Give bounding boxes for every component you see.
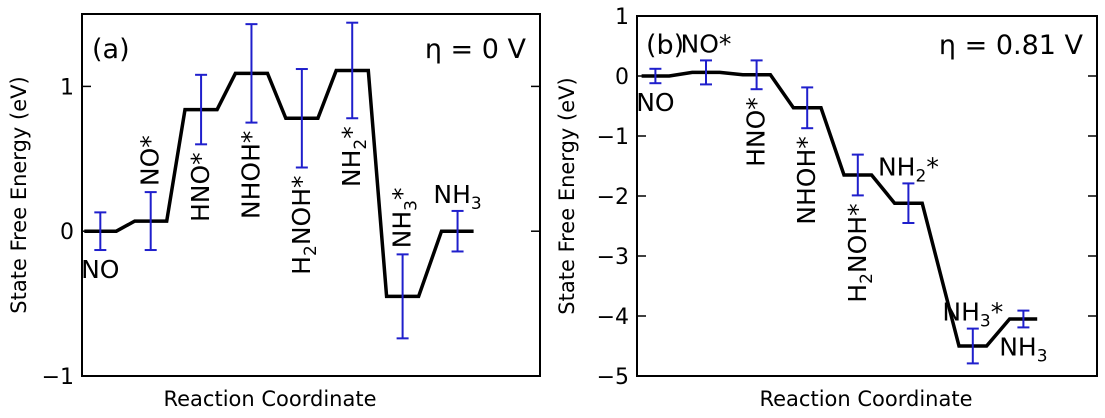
y-tick-label: −3 — [597, 245, 629, 270]
state-label: HNO* — [186, 152, 215, 222]
y-tick-label: 0 — [615, 65, 629, 90]
y-axis-label: State Free Energy (eV) — [7, 76, 31, 313]
state-label-main: NH — [942, 298, 980, 327]
error-bar — [295, 68, 308, 169]
y-tick-label: −5 — [597, 365, 629, 390]
state-label: NHOH* — [792, 136, 821, 224]
state-label: NO* — [136, 135, 165, 186]
state-label-suffix: * — [926, 152, 939, 181]
panel-label: (a) — [92, 34, 130, 65]
error-bar — [902, 182, 915, 224]
y-tick-label: 1 — [60, 75, 74, 100]
state-label-main: HNO* — [742, 97, 771, 167]
state-label: NH3 — [433, 180, 481, 214]
state-label-main: NH — [999, 332, 1037, 361]
overpotential-annotation: η = 0 V — [425, 34, 527, 65]
error-bar — [94, 211, 107, 252]
state-label-main: NO — [81, 255, 119, 284]
state-label-main: NH — [337, 150, 366, 188]
error-bar — [966, 327, 979, 365]
error-bar — [245, 23, 258, 124]
state-label: NO — [81, 255, 119, 284]
state-label: NH3 — [999, 332, 1047, 366]
error-bar — [801, 86, 814, 130]
state-label-main: NO* — [136, 135, 165, 186]
state-label-subscript: 3 — [980, 312, 991, 332]
state-label-main: H — [843, 284, 872, 303]
state-label-suffix: * — [388, 188, 417, 201]
error-bar — [700, 59, 712, 86]
state-label: HNO* — [742, 97, 771, 167]
state-label: NH2* — [337, 126, 371, 187]
state-label-suffix: NOH* — [287, 175, 316, 245]
state-label-main: NO* — [681, 29, 732, 58]
state-label: NH3* — [388, 188, 422, 249]
y-tick-label: 1 — [615, 5, 629, 30]
error-bar — [144, 191, 157, 252]
state-label-suffix: * — [337, 126, 366, 139]
state-label-subscript: 3 — [402, 200, 422, 211]
panel-a: −1 0 1 Reaction Coordinate State Free Energy… — [7, 13, 541, 411]
error-bar — [195, 73, 208, 146]
error-bar — [649, 67, 662, 85]
state-label-subscript: 3 — [1037, 346, 1048, 366]
state-label-main: NH — [388, 211, 417, 249]
y-tick-label: −4 — [597, 305, 629, 330]
error-bar — [1017, 309, 1030, 329]
state-label-subscript: 2 — [857, 273, 877, 284]
error-bar — [451, 209, 464, 253]
panel-label: (b) — [646, 30, 684, 61]
overpotential-annotation: η = 0.81 V — [939, 30, 1084, 61]
state-label-subscript: 2 — [351, 139, 371, 150]
state-label: NHOH* — [236, 131, 265, 219]
state-label-subscript: 3 — [471, 194, 482, 214]
y-axis-label: State Free Energy (eV) — [555, 77, 579, 314]
y-tick-label: −1 — [42, 365, 74, 390]
state-label: NH3* — [942, 298, 1003, 332]
state-label: H2NOH* — [287, 175, 321, 274]
y-tick-label: −2 — [597, 185, 629, 210]
plot-frame — [81, 13, 541, 377]
state-label-main: H — [287, 256, 316, 275]
state-label: NH2* — [878, 152, 939, 186]
x-axis-label: Reaction Coordinate — [759, 387, 972, 411]
state-label: NO — [636, 88, 674, 117]
state-label-main: NHOH* — [792, 136, 821, 224]
y-tick-label: 0 — [60, 220, 74, 245]
state-label-suffix: * — [991, 298, 1004, 327]
state-label: NO* — [681, 29, 732, 58]
x-axis-label: Reaction Coordinate — [163, 387, 376, 411]
state-label-main: NHOH* — [236, 131, 265, 219]
y-tick-label: −1 — [597, 125, 629, 150]
state-label-suffix: NOH* — [843, 203, 872, 273]
error-bar — [346, 21, 359, 120]
panel-b: 1 0 −1 −2 −3 −4 −5 Reaction Coordinate State Fre… — [555, 5, 1098, 411]
state-label-subscript: 2 — [915, 166, 926, 186]
error-bar — [396, 253, 409, 340]
error-bar — [851, 153, 864, 197]
error-bar — [750, 59, 763, 91]
state-label-main: NO — [636, 88, 674, 117]
state-label-main: NH — [878, 152, 916, 181]
state-label-subscript: 2 — [301, 245, 321, 256]
state-label-main: HNO* — [186, 152, 215, 222]
state-label: H2NOH* — [843, 203, 877, 302]
state-label-main: NH — [433, 180, 471, 209]
